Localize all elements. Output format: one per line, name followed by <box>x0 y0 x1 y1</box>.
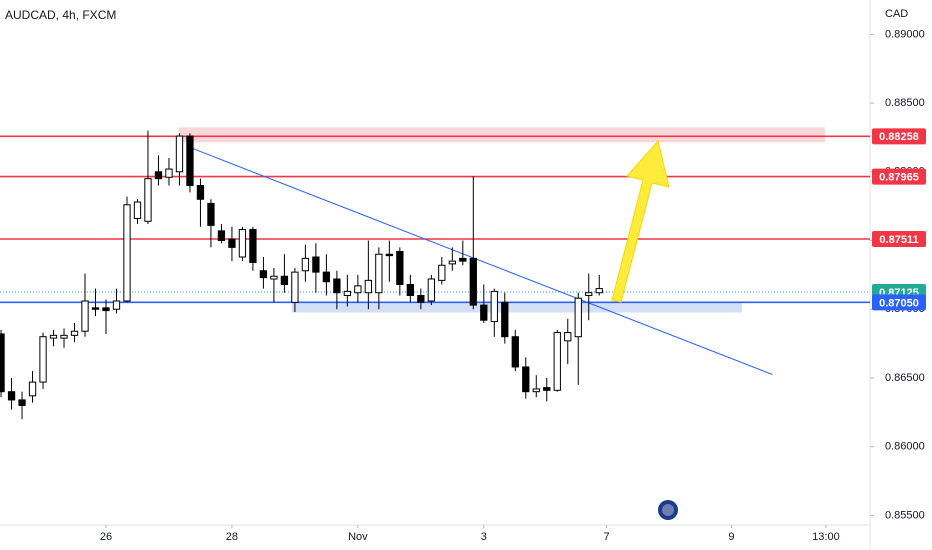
y-tick-label: 0.86500 <box>885 372 925 384</box>
chart-title: AUDCAD, 4h, FXCM <box>5 8 116 22</box>
trendline <box>189 147 773 375</box>
axis-title: CAD <box>885 8 908 20</box>
candle-body <box>217 230 226 242</box>
candle-body <box>112 300 121 310</box>
y-tick-label: 0.89000 <box>885 28 925 40</box>
candle-body <box>7 391 16 401</box>
price-label-box <box>872 128 926 145</box>
price-label-box <box>872 294 926 311</box>
candle-body <box>238 229 247 258</box>
candle-body <box>28 381 37 397</box>
candle-body <box>564 332 572 342</box>
candle-body <box>501 301 509 338</box>
candle-body <box>312 256 320 273</box>
candle-body <box>49 334 58 339</box>
logo-inner <box>662 504 674 516</box>
zone <box>291 301 742 313</box>
candle-body <box>228 238 236 248</box>
candle-body <box>480 304 488 321</box>
candle-body <box>438 264 446 281</box>
candle-body <box>133 201 142 220</box>
candle-body <box>396 251 404 285</box>
candle-body <box>343 290 352 296</box>
candle-body <box>39 336 47 383</box>
candle-body <box>280 275 289 285</box>
y-tick-label: 0.88500 <box>885 97 925 109</box>
candle-body <box>333 278 341 294</box>
candle-body <box>459 257 467 262</box>
candle-body <box>0 333 5 393</box>
candle-body <box>322 271 331 283</box>
candle-body <box>532 388 540 393</box>
candle-body <box>301 257 310 272</box>
candle-body <box>259 270 268 279</box>
candle-body <box>81 300 89 332</box>
candle-body <box>18 399 26 406</box>
candle-body <box>595 288 603 294</box>
arrow <box>611 139 670 303</box>
candle-body <box>511 336 519 368</box>
candle-body <box>490 290 498 323</box>
candle-body <box>364 279 373 294</box>
x-tick-label: 28 <box>226 531 238 543</box>
candle-body <box>175 135 184 173</box>
candle-body <box>553 332 561 391</box>
candle-body <box>291 271 299 303</box>
price-label-box <box>872 168 926 185</box>
price-label: 0.87511 <box>879 234 918 246</box>
candle-body <box>154 171 163 180</box>
candle-body <box>144 178 152 222</box>
candle-body <box>427 278 435 302</box>
candle-body <box>70 330 79 336</box>
x-tick-label: 13:00 <box>812 531 840 543</box>
candle-body <box>270 275 278 280</box>
candle-body <box>249 229 257 263</box>
candle-body <box>91 307 100 310</box>
candle-body <box>123 204 131 302</box>
candle-body <box>574 297 582 338</box>
candle-body <box>406 283 414 296</box>
candle-body <box>354 285 362 294</box>
x-tick-label: 9 <box>728 531 734 543</box>
x-tick-label: 26 <box>100 531 112 543</box>
price-label: 0.87965 <box>879 172 919 184</box>
x-tick-label: 3 <box>481 531 487 543</box>
candle-body <box>60 334 68 339</box>
price-label-box <box>872 230 926 247</box>
price-label: 0.87050 <box>879 297 919 309</box>
x-tick-label: Nov <box>348 531 368 543</box>
candle-body <box>417 294 425 303</box>
candle-body <box>585 292 593 296</box>
logo <box>658 500 678 520</box>
candle-body <box>375 253 383 294</box>
candle-body <box>102 307 110 312</box>
y-tick-label: 0.86000 <box>885 441 925 453</box>
candle-body <box>196 185 205 200</box>
candle-body <box>207 202 215 226</box>
price-label: 0.88258 <box>879 131 919 143</box>
candle-body <box>543 387 551 391</box>
y-tick-label: 0.85500 <box>885 509 925 521</box>
zone <box>178 127 825 143</box>
candle-body <box>448 260 456 265</box>
candle-body <box>165 168 173 178</box>
candle-body <box>186 135 194 187</box>
x-tick-label: 7 <box>604 531 610 543</box>
candle-body <box>385 253 393 257</box>
candle-body <box>522 366 530 393</box>
candle-body <box>469 257 477 306</box>
